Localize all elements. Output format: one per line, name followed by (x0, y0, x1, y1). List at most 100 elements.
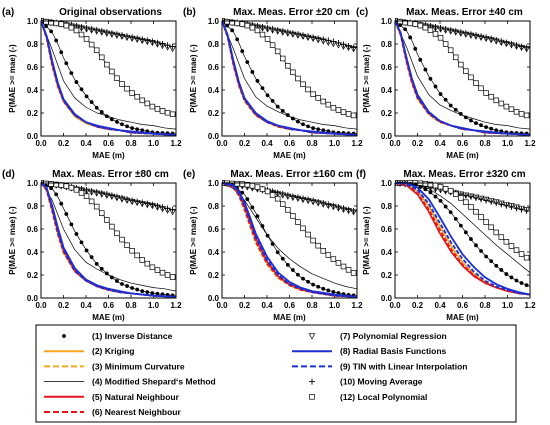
y-tick-label: 0.4 (381, 86, 393, 95)
data-point (119, 81, 125, 87)
series-line (41, 20, 176, 116)
data-point (49, 186, 54, 191)
data-point (240, 190, 245, 195)
data-point (408, 35, 413, 40)
y-tick-label: 1.0 (381, 179, 393, 188)
y-tick-label: 0.4 (27, 86, 39, 95)
data-point (144, 260, 151, 267)
y-tick-label: 0.4 (208, 248, 220, 257)
data-point (155, 291, 160, 296)
data-point (270, 242, 275, 246)
panel-title: Max. Meas. Error ±20 cm (233, 7, 350, 18)
data-point (503, 39, 510, 46)
data-point (295, 75, 301, 82)
data-point (285, 262, 290, 267)
data-point (169, 206, 176, 213)
data-point (240, 49, 245, 54)
legend-item-rbf: (8) Radial Basis Functions (292, 346, 447, 356)
open-square-icon (309, 394, 315, 400)
series-idw (395, 19, 530, 136)
data-point (154, 106, 161, 112)
series-line (41, 20, 176, 136)
data-point (443, 97, 448, 102)
y-axis-label: P(MAE >= mae) (-) (362, 44, 371, 113)
data-point (325, 37, 332, 44)
x-tick-label: 0.8 (479, 139, 491, 148)
data-point (134, 35, 141, 42)
data-point (432, 182, 439, 189)
data-point (73, 187, 80, 193)
data-point (423, 187, 428, 192)
data-point (280, 201, 286, 207)
series-line (395, 20, 530, 136)
data-point (124, 196, 131, 203)
series-kriging (222, 20, 357, 136)
series-idw (41, 19, 176, 136)
data-point (244, 22, 251, 29)
data-point (423, 67, 428, 72)
series-rbf (395, 182, 530, 296)
data-point (428, 76, 433, 81)
data-point (463, 199, 469, 205)
x-tick-label: 0.2 (239, 301, 251, 310)
data-point (120, 282, 124, 286)
data-point (129, 34, 136, 41)
data-point (443, 204, 448, 209)
x-tick-label: 0.8 (306, 139, 318, 148)
data-point (83, 36, 90, 42)
data-point (104, 217, 110, 223)
data-point (412, 21, 419, 27)
data-point (518, 251, 525, 257)
x-tick-label: 1.0 (502, 139, 514, 148)
x-axis-label: MAE (m) (273, 151, 306, 160)
data-point (134, 252, 140, 259)
data-point (130, 126, 135, 131)
data-point (68, 24, 75, 31)
data-point (250, 70, 255, 74)
y-tick-label: 0.4 (381, 248, 393, 257)
data-point (311, 282, 316, 287)
data-point (109, 223, 115, 230)
data-point (448, 210, 453, 215)
data-point (417, 22, 424, 29)
data-point (264, 25, 271, 32)
data-point (249, 24, 256, 31)
data-point (294, 31, 301, 38)
data-point (345, 111, 352, 117)
data-point (78, 23, 85, 30)
data-point (234, 20, 240, 27)
data-point (345, 267, 352, 273)
series-line (222, 20, 357, 117)
data-point (418, 57, 423, 62)
x-tick-label: 0.4 (434, 139, 446, 148)
data-point (458, 223, 463, 228)
series-line (222, 182, 357, 298)
series-line (395, 20, 530, 136)
legend-label: (5) Natural Neighbour (92, 392, 180, 402)
x-tick-label: 0.2 (239, 139, 251, 148)
data-point (99, 266, 104, 271)
panel-label: (c) (356, 7, 368, 18)
data-point (488, 93, 494, 100)
data-point (340, 205, 347, 212)
data-point (335, 260, 342, 266)
chart-panel: (c) Max. Meas. Error ±40 cm 0.0 0.2 0.4 0.6 0.… (356, 7, 536, 160)
series-tin (222, 20, 357, 136)
data-point (83, 193, 90, 199)
data-point (483, 34, 490, 41)
x-tick-label: 0.4 (261, 301, 273, 310)
y-tick-label: 0.8 (208, 202, 220, 211)
data-point (108, 30, 115, 37)
data-point (442, 26, 449, 33)
data-point (306, 124, 310, 129)
data-point (447, 47, 454, 53)
data-point (310, 34, 317, 41)
data-point (159, 41, 166, 47)
series-line (395, 182, 530, 296)
legend-label: (7) Polynomial Regression (340, 331, 447, 341)
series-shepard (41, 182, 176, 292)
data-point (453, 216, 458, 221)
data-point (289, 193, 296, 200)
data-point (274, 189, 281, 196)
data-point (114, 75, 120, 81)
